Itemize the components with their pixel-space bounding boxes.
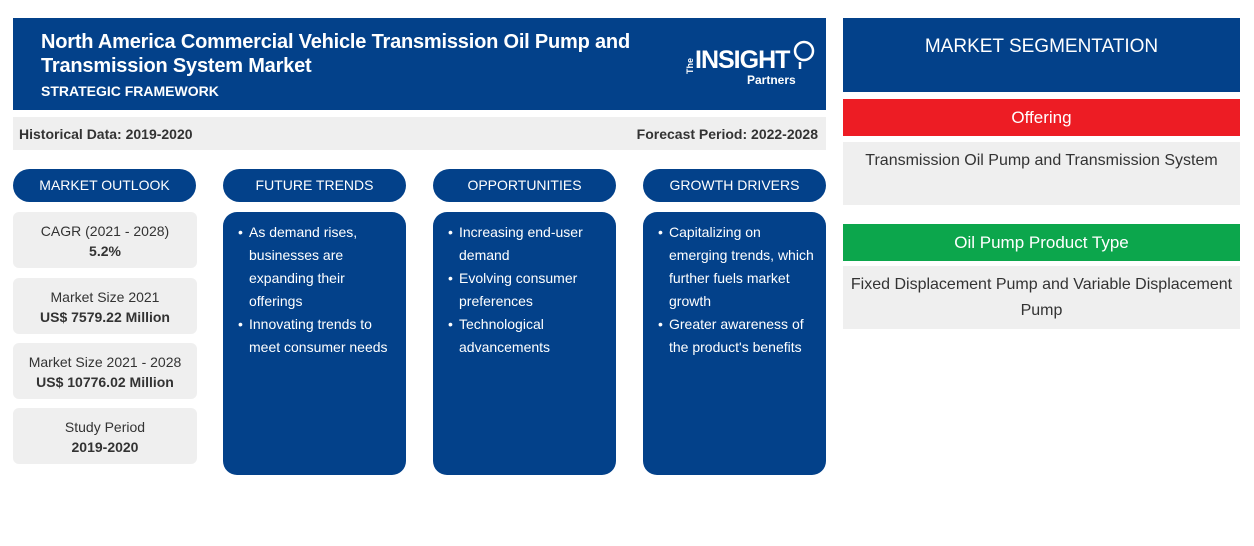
opportunities-heading: OPPORTUNITIES (433, 169, 616, 202)
period-bar: Historical Data: 2019-2020 Forecast Peri… (13, 117, 826, 150)
logo-insight: INSIGHT (695, 46, 790, 74)
study-period-value: 2019-2020 (71, 439, 139, 455)
growth-drivers-heading: GROWTH DRIVERS (643, 169, 826, 202)
logo-partners: Partners (747, 73, 796, 87)
study-period-label: Study Period (64, 419, 146, 435)
growth-driver-item: Greater awareness of the product's benef… (658, 313, 818, 359)
cagr-label: CAGR (2021 - 2028) (40, 223, 170, 239)
market-outlook-heading: MARKET OUTLOOK (13, 169, 196, 202)
cagr-box: CAGR (2021 - 2028) 5.2% (13, 212, 197, 268)
insight-partners-logo: The INSIGHT Partners (675, 40, 815, 90)
study-period-box: Study Period 2019-2020 (13, 408, 197, 464)
offering-heading: Offering (843, 99, 1240, 136)
market-size-range-box: Market Size 2021 - 2028 US$ 10776.02 Mil… (13, 343, 197, 399)
future-trend-item: As demand rises, businesses are expandin… (238, 221, 398, 313)
lightbulb-icon (793, 40, 815, 69)
market-size-2021-value: US$ 7579.22 Million (40, 309, 170, 325)
forecast-period-label: Forecast Period: 2022-2028 (636, 126, 818, 142)
future-trend-item: Innovating trends to meet consumer needs (238, 313, 398, 359)
product-type-value: Fixed Displacement Pump and Variable Dis… (843, 266, 1240, 329)
opportunity-item: Technological advancements (448, 313, 608, 359)
offering-value: Transmission Oil Pump and Transmission S… (843, 142, 1240, 205)
market-size-2021-box: Market Size 2021 US$ 7579.22 Million (13, 278, 197, 334)
growth-drivers-card: Capitalizing on emerging trends, which f… (643, 212, 826, 475)
header-banner: North America Commercial Vehicle Transmi… (13, 18, 826, 110)
opportunities-card: Increasing end-user demand Evolving cons… (433, 212, 616, 475)
market-size-2021-label: Market Size 2021 (50, 289, 160, 305)
market-size-range-value: US$ 10776.02 Million (36, 374, 174, 390)
product-type-heading: Oil Pump Product Type (843, 224, 1240, 261)
opportunity-item: Evolving consumer preferences (448, 267, 608, 313)
growth-driver-item: Capitalizing on emerging trends, which f… (658, 221, 818, 313)
market-size-range-label: Market Size 2021 - 2028 (28, 354, 182, 370)
historical-data-label: Historical Data: 2019-2020 (19, 126, 193, 142)
future-trends-card: As demand rises, businesses are expandin… (223, 212, 406, 475)
page-title: North America Commercial Vehicle Transmi… (41, 31, 630, 77)
page-subtitle: STRATEGIC FRAMEWORK (41, 83, 219, 99)
cagr-value: 5.2% (89, 243, 121, 259)
future-trends-heading: FUTURE TRENDS (223, 169, 406, 202)
logo-the: The (685, 57, 695, 74)
market-segmentation-heading: MARKET SEGMENTATION (843, 18, 1240, 92)
opportunity-item: Increasing end-user demand (448, 221, 608, 267)
